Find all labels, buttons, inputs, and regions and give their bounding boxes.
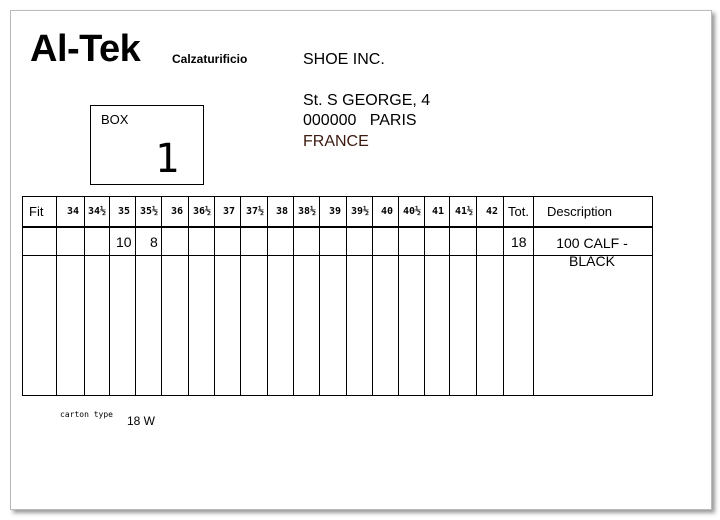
size-header: 35½ [140, 206, 159, 217]
size-header: 38 [276, 206, 289, 217]
row-description: 100 CALF - BLACK [556, 235, 628, 269]
carton-type-label: carton type [60, 410, 113, 419]
row-total: 18 [511, 234, 527, 250]
box-title: BOX [101, 112, 129, 127]
recipient-street: St. S GEORGE, 4 [303, 92, 431, 109]
size-header: 34½ [88, 206, 107, 217]
recipient-city: 000000 PARIS [303, 112, 417, 129]
box-label: BOX 1 [90, 105, 204, 185]
column-divider [109, 197, 110, 395]
column-divider [424, 197, 425, 395]
size-header: 41 [432, 206, 445, 217]
company-logo: Al-Tek [30, 28, 141, 70]
size-header: 42 [486, 206, 499, 217]
column-divider [135, 197, 136, 395]
carton-type-value: 18 W [127, 414, 156, 428]
column-divider [188, 197, 189, 395]
size-header: 38½ [298, 206, 317, 217]
column-divider [346, 197, 347, 395]
column-divider [319, 197, 320, 395]
total-header: Tot. [508, 204, 529, 219]
size-header: 40½ [403, 206, 422, 217]
size-header: 41½ [455, 206, 474, 217]
row-divider [23, 255, 652, 256]
column-divider [84, 197, 85, 395]
column-divider [267, 197, 268, 395]
column-divider [503, 197, 504, 395]
column-divider [293, 197, 294, 395]
column-divider [56, 197, 57, 395]
column-divider [161, 197, 162, 395]
column-divider [214, 197, 215, 395]
size-header: 35 [118, 206, 131, 217]
header-divider [23, 226, 652, 228]
column-divider [398, 197, 399, 395]
company-subtitle: Calzaturificio [172, 52, 248, 66]
size-table: Fit Tot. Description 18 100 CALF - BLACK… [22, 196, 653, 396]
size-header: 39½ [351, 206, 370, 217]
recipient-name: SHOE INC. [303, 51, 385, 68]
column-divider [533, 197, 534, 395]
size-header: 40 [381, 206, 394, 217]
description-header: Description [547, 204, 613, 219]
size-header: 39 [329, 206, 342, 217]
document-page [10, 10, 712, 510]
column-divider [449, 197, 450, 395]
column-divider [372, 197, 373, 395]
size-header: 37½ [246, 206, 265, 217]
fit-header: Fit [29, 204, 44, 219]
size-quantity: 10 [116, 234, 132, 250]
size-quantity: 8 [150, 234, 158, 250]
size-header: 36½ [193, 206, 212, 217]
recipient-country: FRANCE [303, 133, 369, 150]
column-divider [476, 197, 477, 395]
size-header: 34 [67, 206, 80, 217]
box-number: 1 [154, 136, 179, 182]
size-header: 36 [171, 206, 184, 217]
size-header: 37 [223, 206, 236, 217]
column-divider [240, 197, 241, 395]
